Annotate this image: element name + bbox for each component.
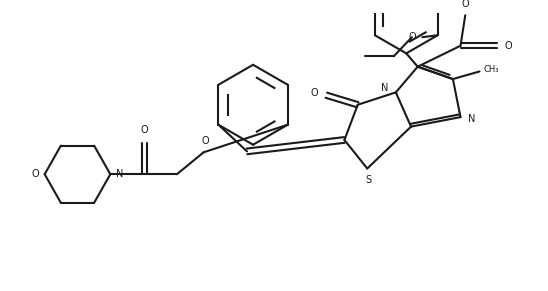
Text: O: O bbox=[408, 32, 416, 42]
Text: O: O bbox=[504, 41, 512, 51]
Text: O: O bbox=[31, 169, 39, 179]
Text: N: N bbox=[116, 169, 123, 179]
Text: O: O bbox=[461, 0, 469, 9]
Text: O: O bbox=[310, 88, 318, 98]
Text: N: N bbox=[468, 114, 476, 124]
Text: N: N bbox=[381, 83, 388, 93]
Text: O: O bbox=[141, 125, 149, 135]
Text: S: S bbox=[365, 175, 371, 185]
Text: CH₃: CH₃ bbox=[483, 65, 499, 74]
Text: O: O bbox=[202, 136, 209, 146]
